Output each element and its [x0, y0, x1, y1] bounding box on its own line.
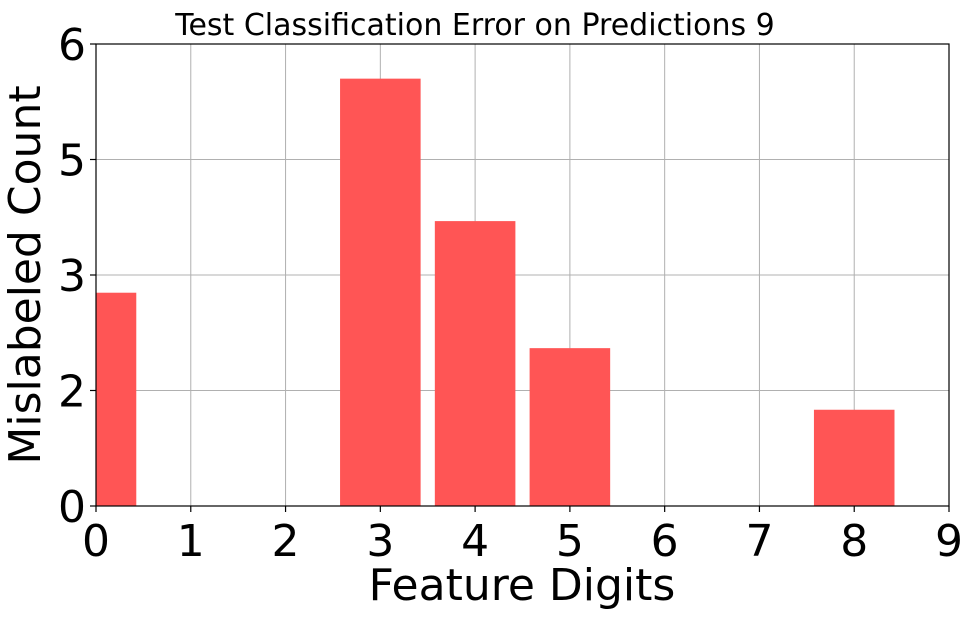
x-tick-label: 4	[461, 516, 489, 567]
chart-title: Test Classification Error on Predictions…	[174, 8, 775, 43]
x-tick-label: 7	[745, 516, 773, 567]
x-tick-label: 1	[177, 516, 205, 567]
x-axis-label: Feature Digits	[369, 560, 676, 611]
y-axis-label: Mislabeled Count	[0, 85, 51, 464]
x-tick-label: 3	[366, 516, 394, 567]
x-tick-label: 6	[651, 516, 679, 567]
y-tick-label: 0	[58, 482, 86, 533]
y-tick-label: 6	[58, 20, 86, 71]
bar-digit-5	[529, 348, 611, 506]
bars	[96, 78, 895, 506]
bar-digit-3	[340, 78, 421, 506]
x-axis: 0 1 2 3 4 5 6 7 8 9	[82, 506, 963, 567]
y-tick-label: 5	[58, 136, 86, 187]
bar-digit-0	[96, 292, 137, 506]
x-tick-label: 0	[82, 516, 110, 567]
y-axis: 0 2 3 5 6	[58, 20, 96, 533]
x-tick-label: 5	[556, 516, 584, 567]
x-tick-label: 2	[272, 516, 300, 567]
x-tick-label: 9	[935, 516, 963, 567]
y-tick-label: 2	[58, 367, 86, 418]
bar-digit-4	[434, 221, 516, 506]
x-tick-label: 8	[840, 516, 868, 567]
y-tick-label: 3	[58, 251, 86, 302]
bar-digit-8	[813, 409, 895, 506]
